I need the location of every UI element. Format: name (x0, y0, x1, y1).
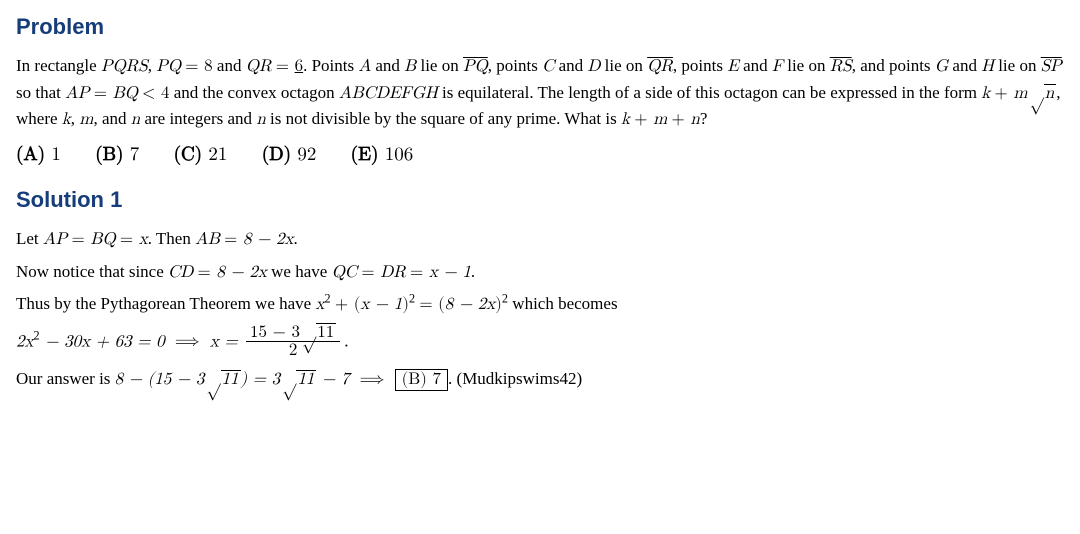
text: is not divisible by the square of any pr… (270, 109, 621, 128)
solution-line-3: Thus by the Pythagorean Theorem we have … (16, 291, 1064, 318)
math-A: A (358, 58, 371, 75)
math-C: C (542, 58, 554, 75)
solution-line-4: 2x2 − 30x + 63 = 0 ⟹ x = 15 − 3√11 2 . (16, 324, 1064, 361)
math-G: G (935, 58, 948, 75)
plus: + (634, 111, 653, 128)
text: and (743, 56, 772, 75)
segment-sp: SP (1041, 58, 1062, 75)
solution-line-1: Let AP = BQ = x. Then AB = 8 − 2x. (16, 226, 1064, 253)
text: and (375, 56, 404, 75)
lt: < (142, 85, 161, 102)
math-m: m (653, 111, 667, 128)
math-D: D (587, 58, 600, 75)
page: Problem In rectangle PQRS, PQ = 8 and QR… (0, 0, 1080, 534)
math-n: n (256, 111, 265, 128)
problem-statement: In rectangle PQRS, PQ = 8 and QR = 6. Po… (16, 53, 1064, 133)
fraction: 15 − 3√11 2 (246, 324, 340, 361)
math-m: m (79, 111, 93, 128)
math-rect: PQRS (101, 58, 148, 75)
segment-qr: QR (647, 58, 673, 75)
text: lie on (605, 56, 648, 75)
implies-icon: ⟹ (354, 371, 391, 388)
math-k: k (981, 85, 990, 102)
math-n: n (690, 111, 699, 128)
choice-a: (A) 1 (16, 145, 61, 164)
solution-heading: Solution 1 (16, 183, 1064, 216)
plus: + (672, 111, 691, 128)
text: . Points (303, 56, 358, 75)
text: lie on (787, 56, 830, 75)
plus: + (995, 85, 1014, 102)
boxed-answer: (B) 7 (395, 369, 448, 391)
math-E: E (727, 58, 739, 75)
text: and (217, 56, 246, 75)
text: , points (673, 56, 727, 75)
math-k: k (62, 111, 71, 128)
choice-c: (C) 21 (174, 145, 228, 164)
math-H: H (981, 58, 994, 75)
segment-pq: PQ (463, 58, 488, 75)
answer-choices: (A) 1 (B) 7 (C) 21 (D) 92 (E) 106 (16, 141, 1064, 170)
math-B: B (404, 58, 416, 75)
math-ap: AP (65, 85, 89, 102)
problem-heading: Problem (16, 10, 1064, 43)
value: 8 (204, 58, 213, 75)
text: , (71, 109, 80, 128)
sqrt-n: √n (1028, 81, 1057, 107)
segment-rs: RS (830, 58, 852, 75)
choice-d: (D) 92 (262, 145, 317, 164)
eq: = (94, 85, 113, 102)
math-qr: QR (246, 58, 272, 75)
text: and (559, 56, 588, 75)
text: lie on (420, 56, 463, 75)
eq: = (276, 58, 295, 75)
text: is equilateral. The length of a side of … (442, 83, 981, 102)
math-pq: PQ (156, 58, 181, 75)
math-k: k (621, 111, 630, 128)
choice-b: (B) 7 (95, 145, 139, 164)
text: , points (488, 56, 542, 75)
math-m: m (1013, 85, 1027, 102)
solution-line-2: Now notice that since CD = 8 − 2x we hav… (16, 259, 1064, 286)
math-octagon: ABCDEFGH (339, 85, 438, 102)
text: In rectangle (16, 56, 101, 75)
value: 4 (161, 85, 170, 102)
implies-icon: ⟹ (169, 333, 206, 350)
text: and the convex octagon (174, 83, 339, 102)
text: lie on (998, 56, 1041, 75)
text: so that (16, 83, 65, 102)
math-bq: BQ (113, 85, 138, 102)
text: , (148, 56, 157, 75)
text: , and (93, 109, 130, 128)
choice-e: (E) 106 (351, 145, 414, 164)
solution-line-5: Our answer is 8 − (15 − 3√11) = 3√11 − 7… (16, 366, 1064, 393)
eq: = (185, 58, 204, 75)
math-n: n (131, 111, 140, 128)
text: are integers and (144, 109, 256, 128)
value: 6 (295, 58, 304, 75)
math-F: F (772, 58, 783, 75)
text: ? (700, 109, 708, 128)
text: , and points (852, 56, 935, 75)
text: and (952, 56, 981, 75)
